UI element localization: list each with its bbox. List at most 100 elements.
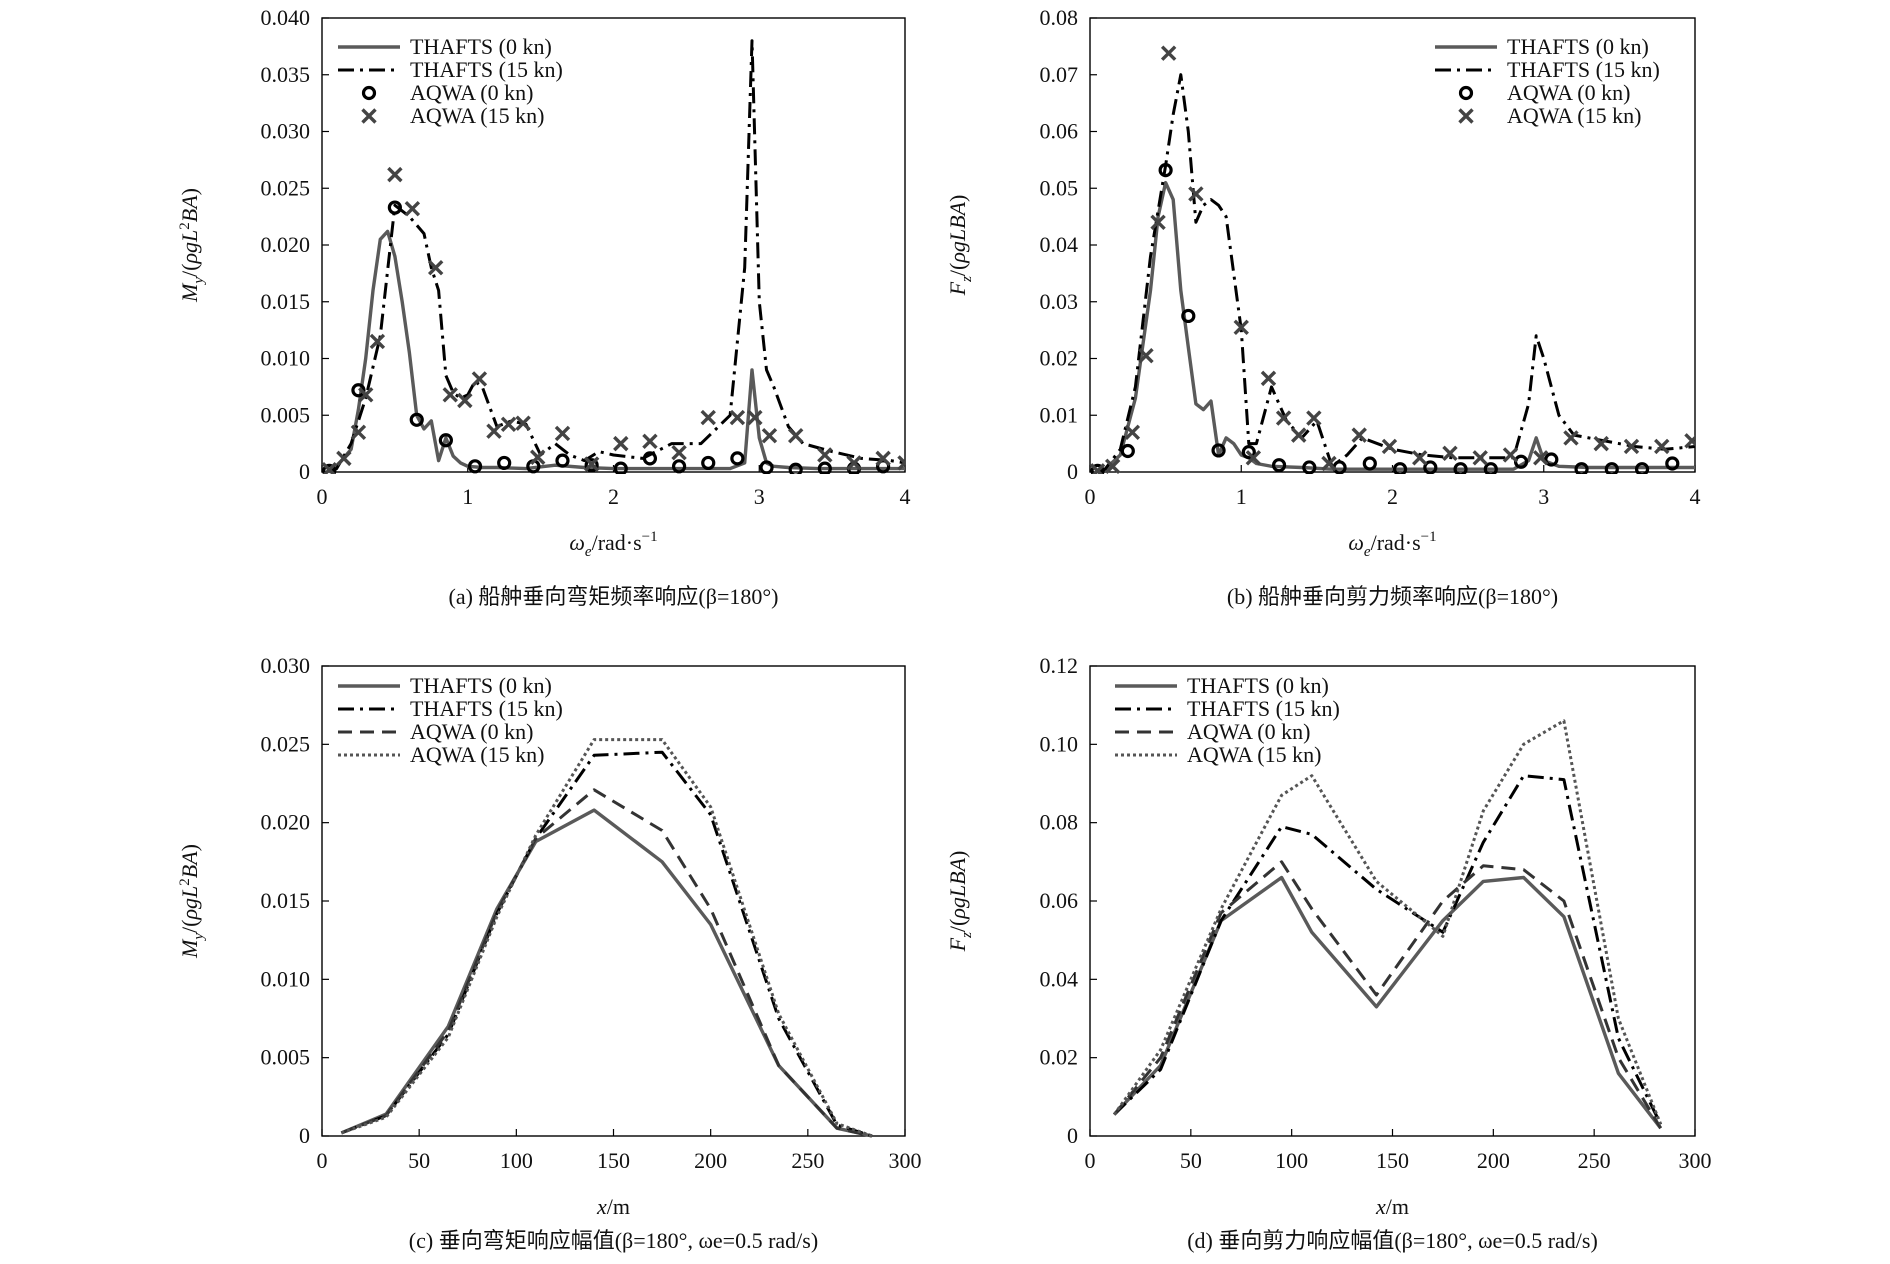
data-point [1684, 433, 1695, 449]
plot-area [1112, 719, 1663, 1130]
data-point [486, 423, 502, 439]
series-thafts-0-kn-line [1112, 875, 1663, 1130]
y-tick-label: 0.035 [261, 62, 311, 87]
legend: THAFTS (0 kn)THAFTS (15 kn)AQWA (0 kn)AQ… [1115, 673, 1340, 767]
y-tick-label: 0.030 [261, 119, 311, 144]
data-point [467, 459, 483, 474]
y-tick-label: 0.04 [1040, 232, 1079, 257]
data-point [1138, 347, 1154, 364]
legend: THAFTS (0 kn)THAFTS (15 kn)AQWA (0 kn)AQ… [338, 673, 563, 767]
y-tick-label: 0.07 [1040, 62, 1079, 87]
data-point [322, 463, 337, 474]
data-point [1211, 443, 1226, 458]
legend: THAFTS (0 kn)THAFTS (15 kn)AQWA (0 kn)AQ… [338, 34, 563, 128]
legend-label: AQWA (0 kn) [410, 80, 533, 105]
data-point [555, 453, 570, 468]
legend-label: THAFTS (0 kn) [410, 34, 552, 59]
data-point [1150, 214, 1166, 231]
data-point [1160, 45, 1177, 61]
data-point [1442, 445, 1458, 461]
legend-label: AQWA (0 kn) [410, 719, 533, 744]
legend-label: THAFTS (15 kn) [1187, 696, 1340, 721]
data-point [747, 409, 763, 426]
y-tick-label: 0 [299, 1123, 310, 1148]
data-point [1654, 438, 1670, 455]
y-tick-label: 0.06 [1040, 888, 1079, 913]
y-tick-label: 0.08 [1040, 5, 1079, 30]
series-thafts-15-kn-line [328, 39, 905, 474]
legend-label: AQWA (0 kn) [1187, 719, 1310, 744]
data-point [1120, 443, 1135, 459]
y-axis-label: My/(ρgL2BA) [177, 844, 207, 959]
series-aqwa-15-kn-line [340, 738, 873, 1138]
legend-symbol [361, 108, 377, 124]
y-tick-label: 0.12 [1040, 653, 1079, 678]
series-aqwa-15-kn [1090, 45, 1695, 474]
data-point [1271, 458, 1287, 473]
data-point [1563, 430, 1579, 446]
data-point [427, 259, 444, 276]
chart-d: 0 0.02 0.04 0.06 0.08 0.10 0.12 0 50 100 150 200 250… [945, 653, 1712, 1253]
y-axis-label: Fz/(ρgLBA) [945, 851, 975, 953]
legend-label: THAFTS (15 kn) [410, 57, 563, 82]
data-point [1245, 450, 1262, 466]
y-tick-label: 0.025 [261, 731, 311, 756]
y-axis-label: My/(ρgL2BA) [177, 188, 207, 303]
legend-label: THAFTS (0 kn) [1187, 673, 1329, 698]
x-tick-label: 3 [754, 484, 765, 509]
legend-symbol [1458, 85, 1474, 101]
y-tick-label: 0.02 [1040, 1045, 1079, 1070]
data-point [1502, 447, 1519, 463]
x-axis-label: x/m [1375, 1194, 1409, 1219]
x-tick-label: 100 [1275, 1148, 1308, 1173]
y-tick-label: 0.010 [261, 966, 311, 991]
data-point [1124, 424, 1141, 440]
data-point [1544, 452, 1559, 467]
series-aqwa-0-kn-line [1113, 860, 1662, 1129]
x-tick-label: 150 [597, 1148, 630, 1173]
series-aqwa-15-kn [322, 166, 905, 474]
data-point [1392, 462, 1408, 474]
data-point [530, 449, 546, 465]
data-point [875, 450, 891, 467]
data-point [700, 409, 716, 426]
data-point [1593, 435, 1609, 452]
data-point [471, 371, 488, 387]
plot-area [322, 39, 905, 474]
chart-b: 0 0.01 0.02 0.03 0.04 0.05 0.06 0.07 0.08 0 1 2 3 4 Fz… [945, 5, 1701, 609]
x-tick-label: 0 [317, 484, 328, 509]
legend-symbol [1458, 108, 1474, 124]
x-tick-label: 1 [462, 484, 473, 509]
x-axis-label: ωe/rad·s−1 [1348, 529, 1436, 560]
data-point [1623, 438, 1640, 455]
chart-caption: (b) 船舯垂向剪力频率响应(β=180°) [1227, 584, 1558, 609]
data-point [369, 333, 386, 350]
legend-label: THAFTS (0 kn) [1507, 34, 1649, 59]
legend: THAFTS (0 kn)THAFTS (15 kn)AQWA (0 kn)AQ… [1435, 34, 1660, 128]
x-tick-label: 200 [694, 1148, 727, 1173]
y-tick-label: 0.01 [1040, 402, 1079, 427]
y-tick-label: 0.020 [261, 232, 311, 257]
y-tick-label: 0.020 [261, 810, 311, 835]
legend-label: THAFTS (15 kn) [1507, 57, 1660, 82]
series-thafts-0-kn-line [328, 229, 905, 474]
data-point [554, 425, 571, 442]
data-point [1483, 462, 1498, 474]
y-tick-label: 0 [1067, 1123, 1078, 1148]
data-point [1423, 460, 1438, 474]
x-tick-label: 100 [500, 1148, 533, 1173]
legend-label: AQWA (15 kn) [1507, 103, 1641, 128]
data-point [1306, 410, 1322, 426]
legend-label: THAFTS (15 kn) [410, 696, 563, 721]
chart-c: 0 0.005 0.010 0.015 0.020 0.025 0.030 0 50 100 150… [177, 653, 922, 1253]
series-aqwa-0-kn-line [340, 788, 873, 1138]
y-tick-label: 0.040 [261, 5, 311, 30]
x-tick-label: 300 [1679, 1148, 1712, 1173]
series-aqwa-0-kn [1090, 162, 1680, 474]
series-thafts-15-kn-line [1097, 73, 1695, 474]
data-point [387, 200, 402, 215]
data-point [642, 433, 658, 450]
data-point [817, 461, 832, 474]
data-point [515, 415, 531, 431]
